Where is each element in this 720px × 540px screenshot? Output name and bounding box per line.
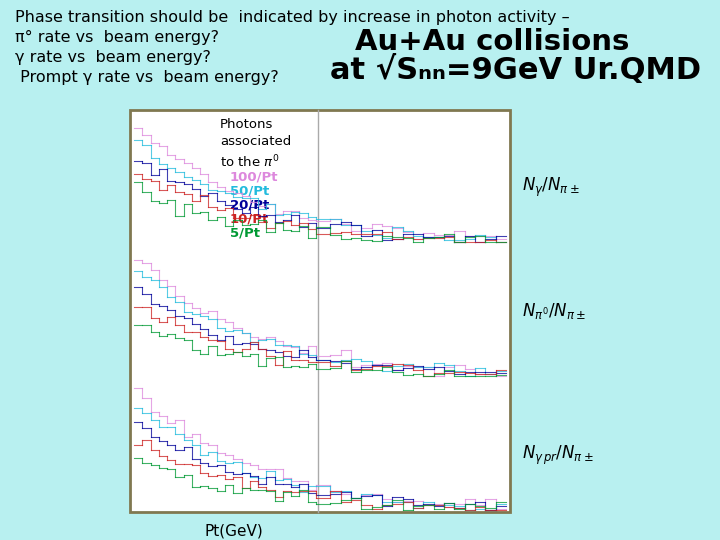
Text: 100/Pt: 100/Pt — [230, 170, 279, 183]
Text: 10/Pt: 10/Pt — [230, 212, 269, 225]
Text: 20/Pt: 20/Pt — [230, 198, 269, 211]
Text: Prompt γ rate vs  beam energy?: Prompt γ rate vs beam energy? — [15, 70, 279, 85]
Text: Pt(GeV): Pt(GeV) — [204, 524, 264, 539]
Text: $N_{\pi^0}/N_{\pi\pm}$: $N_{\pi^0}/N_{\pi\pm}$ — [522, 301, 586, 321]
Text: 5/Pt: 5/Pt — [230, 226, 260, 239]
Text: $N_{\gamma\,pr}/N_{\pi\pm}$: $N_{\gamma\,pr}/N_{\pi\pm}$ — [522, 443, 594, 467]
Text: Phase transition should be  indicated by increase in photon activity –: Phase transition should be indicated by … — [15, 10, 570, 25]
Text: Au+Au collisions: Au+Au collisions — [355, 28, 629, 56]
Text: 50/Pt: 50/Pt — [230, 184, 269, 197]
Text: at √Sₙₙ=9GeV Ur.QMD: at √Sₙₙ=9GeV Ur.QMD — [330, 55, 701, 85]
Bar — [130, 110, 510, 512]
Text: γ rate vs  beam energy?: γ rate vs beam energy? — [15, 50, 211, 65]
Text: $N_{\gamma}/N_{\pi\pm}$: $N_{\gamma}/N_{\pi\pm}$ — [522, 176, 580, 199]
Text: Photons
associated
to the $\pi^0$: Photons associated to the $\pi^0$ — [220, 118, 292, 170]
Text: π° rate vs  beam energy?: π° rate vs beam energy? — [15, 30, 219, 45]
